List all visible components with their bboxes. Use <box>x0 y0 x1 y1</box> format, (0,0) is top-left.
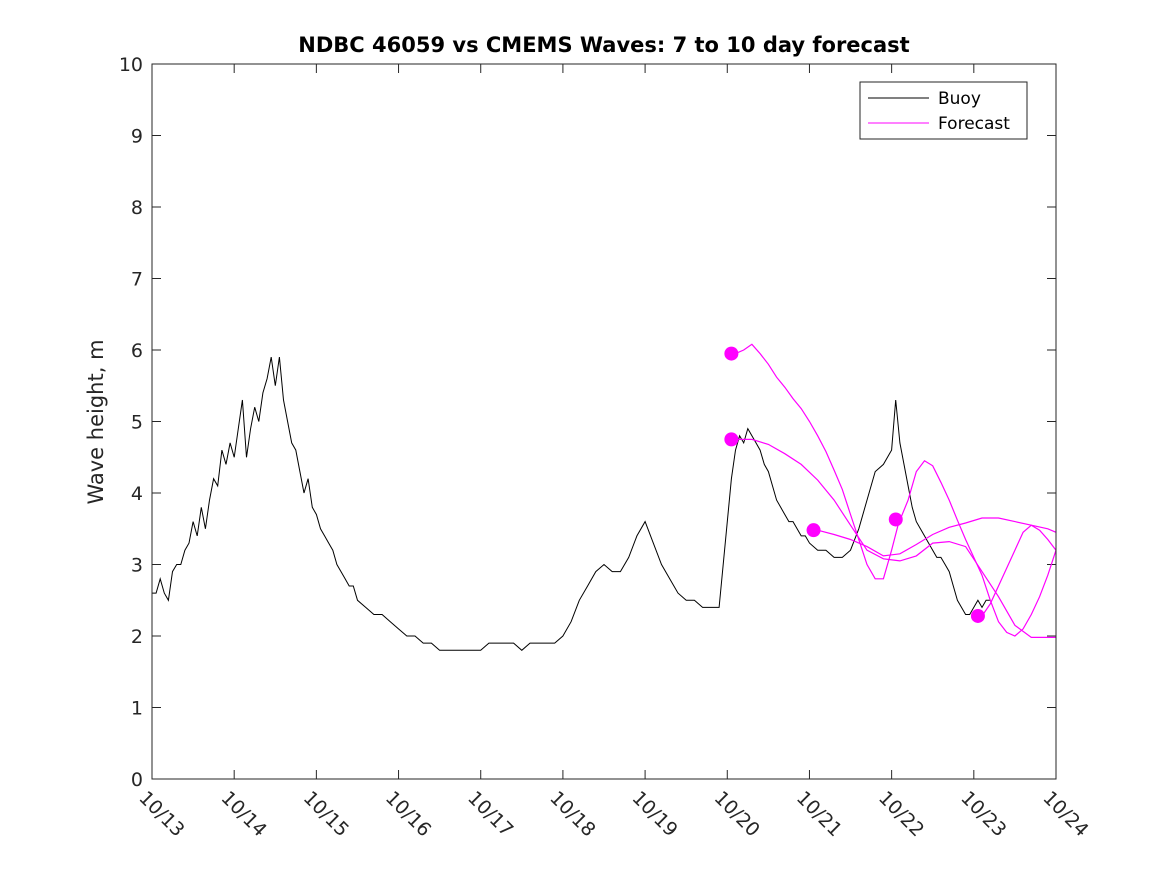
legend-buoy-label: Buoy <box>938 89 981 109</box>
forecast-series-line-1 <box>735 343 901 580</box>
forecast-start-marker-5 <box>970 608 985 623</box>
forecast-series-line-5 <box>981 524 1056 617</box>
y-axis: 0 1 2 3 4 5 6 7 8 9 10 <box>119 54 1056 791</box>
buoy-series-line <box>152 357 991 651</box>
plot-frame <box>151 63 1057 780</box>
y-tick-label: 7 <box>131 269 143 291</box>
forecast-start-marker-3 <box>806 523 821 538</box>
y-tick-label: 1 <box>131 698 143 720</box>
y-tick-label: 2 <box>131 626 143 648</box>
y-tick-label: 0 <box>131 769 143 791</box>
forecast-start-marker-2 <box>724 432 739 447</box>
y-tick-label: 10 <box>119 54 143 76</box>
y-tick-label: 9 <box>131 126 143 148</box>
legend-box <box>859 81 1028 140</box>
forecast-start-marker-1 <box>724 346 739 361</box>
forecast-series-line-4 <box>899 460 1056 637</box>
y-axis-label: Wave height, m <box>84 339 108 504</box>
y-tick-label: 4 <box>131 483 143 505</box>
forecast-series-line-2 <box>735 438 1056 639</box>
plot-area <box>152 343 1056 651</box>
y-tick-label: 8 <box>131 197 143 219</box>
y-tick-label: 5 <box>131 412 143 434</box>
y-tick-label: 6 <box>131 340 143 362</box>
y-tick-label: 3 <box>131 555 143 577</box>
legend: Buoy Forecast <box>859 81 1028 140</box>
forecast-start-marker-4 <box>888 512 903 527</box>
chart-title: NDBC 46059 vs CMEMS Waves: 7 to 10 day f… <box>298 33 909 57</box>
forecast-series-line-3 <box>817 517 1056 557</box>
legend-forecast-label: Forecast <box>938 114 1010 134</box>
